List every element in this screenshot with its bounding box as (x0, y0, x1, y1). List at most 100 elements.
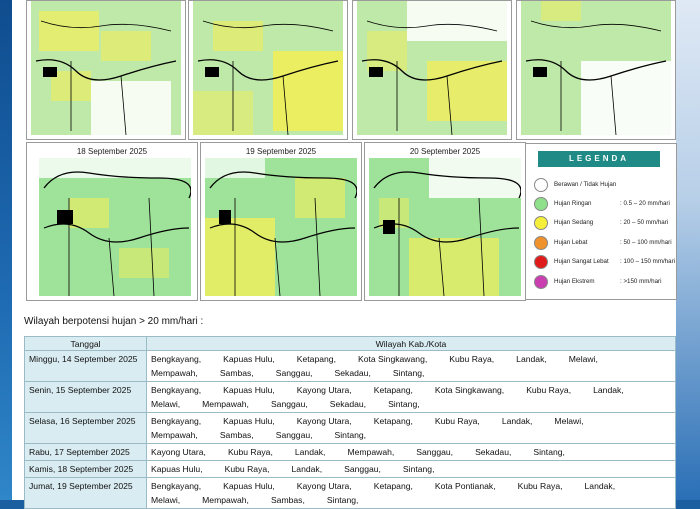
map-date-label: 20 September 2025 (409, 147, 481, 156)
area-name: Mempawah, (151, 430, 198, 440)
area-name: Mempawah, (202, 495, 249, 505)
legend-swatch (534, 178, 548, 192)
area-name: Landak, (501, 416, 533, 426)
row-date: Kamis, 18 September 2025 (24, 460, 147, 478)
area-name: Sintang, (326, 495, 359, 505)
area-name: Bengkayang, (151, 481, 202, 491)
area-name: Sambas, (219, 430, 254, 440)
area-name: Melawi, (151, 495, 181, 505)
map-date-label: 18 September 2025 (76, 147, 148, 156)
area-name: Ketapang, (373, 416, 413, 426)
map-image (31, 1, 181, 135)
table-row: Rabu, 17 September 2025 Kayong Utara, Kubu… (24, 443, 676, 461)
area-name: Sanggau, (275, 430, 313, 440)
map-image (357, 1, 507, 135)
area-name: Sambas, (219, 368, 254, 378)
legend-item-range: : 0.5 – 20 mm/hari (620, 200, 670, 207)
area-name: Kota Pontianak, (434, 481, 496, 491)
area-name: Sanggau, (270, 399, 308, 409)
rainfall-map-graphic (205, 158, 357, 296)
forecast-map-3 (352, 0, 512, 140)
legend-swatch (534, 255, 548, 269)
area-name: Kapuas Hulu, (223, 354, 275, 364)
area-name: Kapuas Hulu, (151, 464, 203, 474)
forecast-map-4 (516, 0, 676, 140)
area-name: Melawi, (568, 354, 598, 364)
area-name: Kayong Utara, (296, 385, 352, 395)
area-name: Sambas, (270, 495, 305, 505)
area-name: Melawi, (554, 416, 584, 426)
area-name: Kapuas Hulu, (223, 416, 275, 426)
area-name: Mempawah, (202, 399, 249, 409)
area-name: Kayong Utara, (296, 416, 352, 426)
row-areas: Kayong Utara, Kubu Raya, Landak, Mempawah, S… (146, 443, 676, 461)
row-areas: Kapuas Hulu, Kubu Raya, Landak, Sanggau, Sin… (146, 460, 676, 478)
map-image (39, 158, 191, 296)
legend-item-name: Hujan Sangat Lebat (554, 258, 609, 265)
legend-swatch (534, 216, 548, 230)
rainfall-map-graphic (193, 1, 343, 135)
area-name: Sintang, (388, 399, 420, 409)
area-name: Bengkayang, (151, 416, 202, 426)
area-name: Kubu Raya, (517, 481, 563, 491)
rainfall-map-graphic (369, 158, 521, 296)
area-name: Landak, (584, 481, 616, 491)
rainfall-map-graphic (357, 1, 507, 135)
area-name: Landak, (291, 464, 323, 474)
map-image (521, 1, 671, 135)
area-name: Kubu Raya, (449, 354, 495, 364)
legend-swatch (534, 275, 548, 289)
forecast-map-18-sep: 18 September 2025 (26, 142, 198, 301)
column-header-date: Tanggal (24, 336, 147, 351)
area-name: Sanggau, (416, 447, 454, 457)
area-name: Sekadau, (475, 447, 512, 457)
area-name: Sintang, (533, 447, 565, 457)
map-date-label: 19 September 2025 (245, 147, 317, 156)
forecast-map-2 (188, 0, 348, 140)
legend-item-range: : >150 mm/hari (620, 278, 662, 285)
area-name: Bengkayang, (151, 354, 202, 364)
legend-item-name: Hujan Sedang (554, 219, 594, 226)
area-name: Kayong Utara, (151, 447, 206, 457)
section-heading: Wilayah berpotensi hujan > 20 mm/hari : (24, 316, 204, 327)
rainfall-map-graphic (39, 158, 191, 296)
area-name: Kubu Raya, (526, 385, 572, 395)
area-name: Mempawah, (347, 447, 395, 457)
forecast-map-1 (26, 0, 186, 140)
row-areas: Bengkayang, Kapuas Hulu, Kayong Utara, Keta… (146, 381, 676, 413)
legend-swatch (534, 197, 548, 211)
area-name: Landak, (294, 447, 326, 457)
table-row: Senin, 15 September 2025 Bengkayang, Kapua… (24, 381, 676, 413)
area-name: Mempawah, (151, 368, 198, 378)
area-name: Kubu Raya, (224, 464, 270, 474)
area-name: Sintang, (392, 368, 425, 378)
legend-item-range: : 50 – 100 mm/hari (620, 239, 672, 246)
legend-title: LEGENDA (538, 151, 660, 167)
rain-area-table: Tanggal Wilayah Kab./Kota Minggu, 14 Sep… (24, 336, 676, 509)
area-name: Sintang, (334, 430, 367, 440)
legend-box: LEGENDA Berawan / Tidak Hujan Hujan Ring… (525, 143, 677, 300)
legend-item-name: Hujan Ekstrem (554, 278, 595, 285)
forecast-map-20-sep: 20 September 2025 (364, 142, 526, 301)
row-areas: Bengkayang, Kapuas Hulu, Kayong Utara, Keta… (146, 477, 676, 509)
table-header-row: Tanggal Wilayah Kab./Kota (24, 336, 676, 351)
row-date: Jumat, 19 September 2025 (24, 477, 147, 509)
area-name: Sintang, (402, 464, 435, 474)
legend-item-range: : 100 – 150 mm/hari (620, 258, 676, 265)
table-row: Minggu, 14 September 2025 Bengkayang, Kapu… (24, 350, 676, 382)
area-name: Sekadau, (329, 399, 367, 409)
row-areas: Bengkayang, Kapuas Hulu, Ketapang, Kota Sin… (146, 350, 676, 382)
row-areas: Bengkayang, Kapuas Hulu, Kayong Utara, Keta… (146, 412, 676, 444)
area-name: Kapuas Hulu, (223, 385, 275, 395)
area-name: Kubu Raya, (434, 416, 480, 426)
area-name: Kayong Utara, (296, 481, 352, 491)
table-row: Kamis, 18 September 2025 Kapuas Hulu, Kubu… (24, 460, 676, 478)
legend-item-range: : 20 – 50 mm/hari (620, 219, 669, 226)
document-page: 18 September 2025 19 September 2025 (12, 0, 677, 500)
map-image (205, 158, 357, 296)
area-name: Sanggau, (344, 464, 381, 474)
legend-item-name: Hujan Ringan (554, 200, 592, 207)
row-date: Minggu, 14 September 2025 (24, 350, 147, 382)
area-name: Sekadau, (334, 368, 371, 378)
legend-item-name: Berawan / Tidak Hujan (554, 181, 617, 188)
